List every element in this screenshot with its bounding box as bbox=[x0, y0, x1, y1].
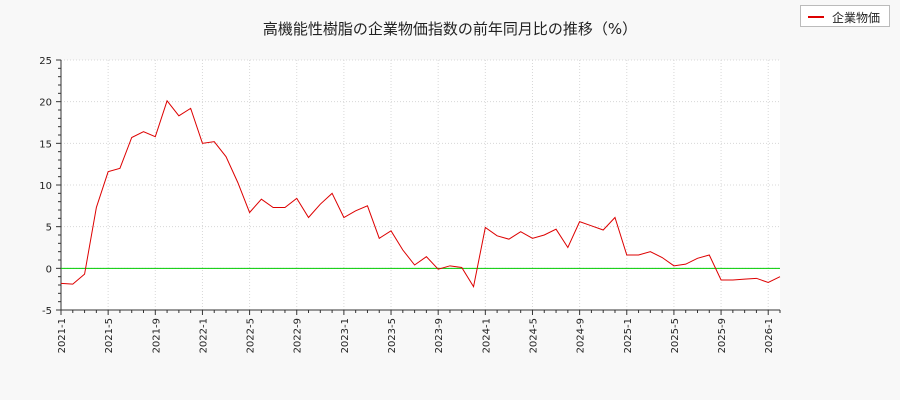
x-tick-label: 2025-5 bbox=[670, 318, 681, 353]
x-tick-label: 2024-9 bbox=[576, 318, 587, 353]
x-tick-label: 2022-1 bbox=[198, 318, 209, 353]
x-tick-label: 2022-5 bbox=[246, 318, 257, 353]
y-tick-label: 5 bbox=[46, 223, 52, 234]
y-tick-label: 10 bbox=[39, 181, 52, 192]
legend-swatch bbox=[808, 16, 824, 18]
x-tick-label: 2024-1 bbox=[481, 318, 492, 353]
x-tick-label: 2023-1 bbox=[340, 318, 351, 353]
y-tick-label: 0 bbox=[46, 264, 52, 275]
legend-label: 企業物価 bbox=[832, 11, 881, 25]
x-tick-label: 2025-9 bbox=[717, 318, 728, 353]
series-line-0 bbox=[60, 99, 781, 289]
x-tick-label: 2025-1 bbox=[623, 318, 634, 353]
y-tick-label: 25 bbox=[39, 56, 52, 67]
x-tick-label: 2023-9 bbox=[434, 318, 445, 353]
x-tick-label: 2021-5 bbox=[104, 318, 115, 353]
plot-area bbox=[61, 60, 780, 310]
x-tick-label: 2023-5 bbox=[387, 318, 398, 353]
x-tick-label: 2021-9 bbox=[151, 318, 162, 353]
x-tick-label: 2022-9 bbox=[293, 318, 304, 353]
y-tick-label: 15 bbox=[39, 139, 52, 150]
y-tick-label: -5 bbox=[42, 306, 52, 317]
chart-title: 高機能性樹脂の企業物価指数の前年同月比の推移（%） bbox=[262, 20, 638, 38]
y-tick-label: 20 bbox=[39, 98, 52, 109]
x-tick-label: 2021-1 bbox=[57, 318, 68, 353]
x-tick-label: 2026-1 bbox=[764, 318, 775, 353]
x-tick-label: 2024-5 bbox=[528, 318, 539, 353]
legend: 企業物価 bbox=[800, 5, 890, 27]
